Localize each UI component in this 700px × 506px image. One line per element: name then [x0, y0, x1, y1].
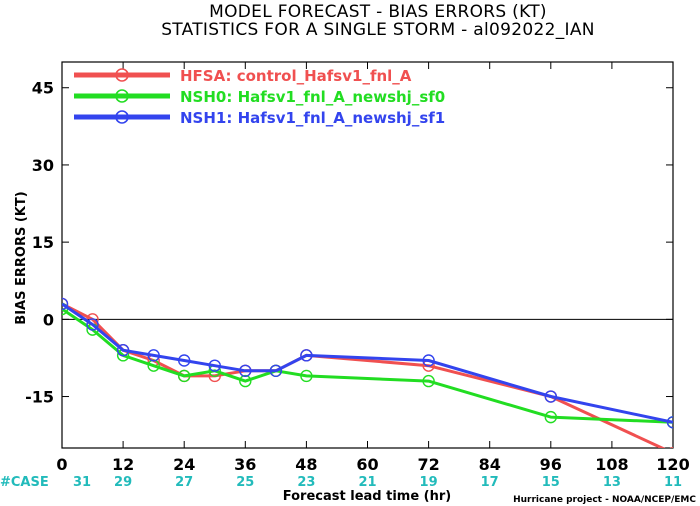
series-point [239, 374, 252, 388]
case-count-value: 13 [603, 475, 621, 490]
x-tick-label: 72 [417, 455, 439, 474]
case-count-value: 23 [297, 475, 315, 490]
x-tick-label: 24 [173, 455, 195, 474]
x-tick-label: 96 [540, 455, 562, 474]
series-point [544, 410, 557, 424]
case-count-label: #CASE [0, 475, 49, 490]
case-count-value: 29 [114, 475, 132, 490]
legend-entry: NSH0: Hafsv1_fnl_A_newshj_sf0 [74, 88, 445, 106]
series-point [269, 364, 283, 377]
case-count-value: 11 [664, 475, 682, 490]
y-tick-label: 45 [32, 79, 54, 98]
legend-entry: HFSA: control_Hafsv1_fnl_A [74, 67, 412, 85]
chart-subtitle: STATISTICS FOR A SINGLE STORM - al092022… [161, 20, 595, 40]
series-point [147, 349, 160, 362]
x-tick-label: 108 [595, 455, 628, 474]
x-axis-label: Forecast lead time (hr) [283, 489, 451, 504]
legend-swatch-marker [115, 110, 129, 124]
x-tick-label: 120 [656, 455, 689, 474]
x-tick-label: 84 [479, 455, 501, 474]
x-tick-label: 36 [234, 455, 256, 474]
plot-area: -15 0 15 30 45 0 12 24 36 48 60 72 84 96 108 120 #CASE 31… [0, 61, 690, 490]
series-point [62, 297, 69, 311]
x-tick-label: 12 [112, 455, 134, 474]
x-tick-label: 60 [356, 455, 378, 474]
legend-label: HFSA: control_Hafsv1_fnl_A [180, 67, 412, 85]
series-point [422, 354, 435, 367]
case-count-value: 27 [175, 475, 193, 490]
case-count-value: 21 [358, 475, 376, 490]
case-count-value: 19 [420, 475, 438, 490]
case-count-value: 25 [236, 475, 254, 490]
series-point [422, 374, 435, 388]
y-tick-label: 0 [43, 310, 54, 329]
y-tick-label: 30 [32, 156, 54, 175]
series-line [62, 307, 673, 424]
legend-label: NSH1: Hafsv1_fnl_A_newshj_sf1 [180, 109, 445, 127]
series-point [116, 344, 130, 357]
series-point [177, 354, 191, 367]
legend-entry: NSH1: Hafsv1_fnl_A_newshj_sf1 [74, 109, 445, 127]
chart-title: MODEL FORECAST - BIAS ERRORS (KT) [209, 2, 547, 22]
series-point [300, 349, 313, 362]
series-point [86, 318, 99, 331]
series-point [147, 359, 160, 372]
y-axis-label: BIAS ERRORS (KT) [14, 191, 29, 324]
y-tick-label: 15 [32, 233, 54, 252]
series-point [239, 364, 252, 377]
series-point [666, 416, 673, 429]
series-3 [62, 297, 673, 429]
series-point [208, 359, 221, 372]
series-point [544, 390, 557, 403]
legend-swatch-marker [115, 89, 129, 103]
x-tick-label: 0 [56, 455, 67, 474]
y-tick-label: -15 [25, 388, 54, 407]
case-count-value: 17 [481, 475, 499, 490]
x-tick-label: 48 [295, 455, 317, 474]
legend-label: NSH0: Hafsv1_fnl_A_newshj_sf0 [180, 88, 445, 106]
case-count-value: 15 [542, 475, 560, 490]
credit-text: Hurricane project - NOAA/NCEP/EMC [513, 495, 696, 505]
legend-swatch-marker [115, 68, 129, 82]
series-line [62, 302, 673, 424]
case-count-value: 31 [73, 475, 91, 490]
series-2 [62, 302, 673, 429]
series-point [177, 369, 191, 383]
series-point [300, 369, 313, 383]
